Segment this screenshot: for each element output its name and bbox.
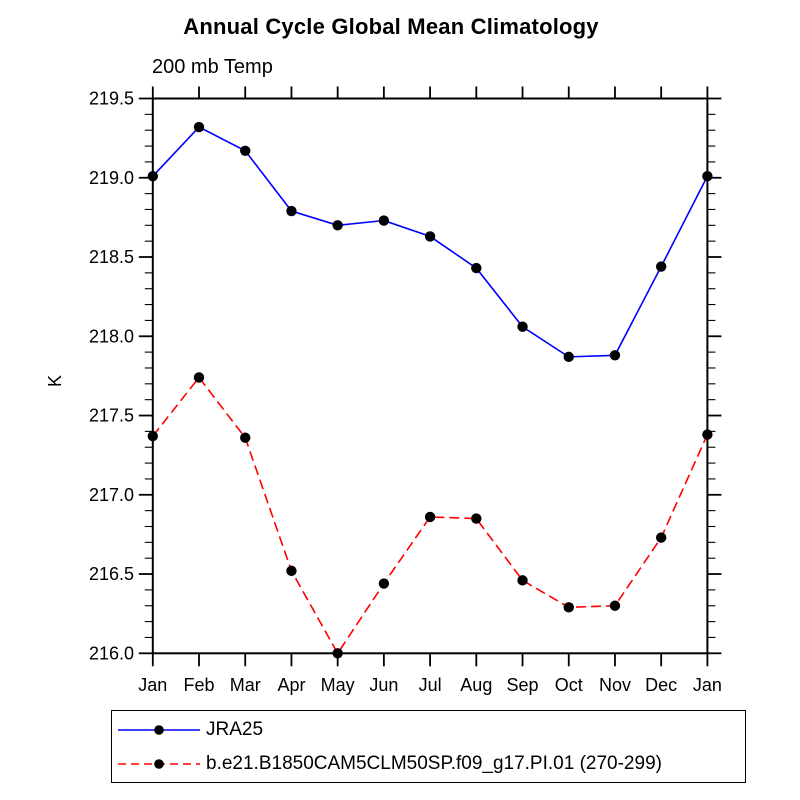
x-tick-label: Sep xyxy=(507,675,539,695)
y-tick-label: 217.5 xyxy=(89,406,134,426)
data-point-marker xyxy=(471,513,482,524)
data-point-marker xyxy=(240,432,251,443)
x-tick-label: Jan xyxy=(138,675,167,695)
y-tick-label: 219.0 xyxy=(89,168,134,188)
data-point-marker xyxy=(563,351,574,363)
legend-marker-icon xyxy=(154,725,164,735)
data-point-marker xyxy=(517,575,528,586)
y-tick-label: 219.5 xyxy=(89,89,134,109)
y-tick-label: 218.0 xyxy=(89,326,134,346)
data-point-marker xyxy=(147,170,158,182)
y-tick-label: 217.0 xyxy=(89,485,134,505)
x-tick-label: Feb xyxy=(184,675,215,695)
x-tick-label: Jul xyxy=(419,675,442,695)
y-tick-label: 216.0 xyxy=(89,643,134,663)
data-point-marker xyxy=(609,600,621,611)
chart-subtitle: 200 mb Temp xyxy=(152,56,273,78)
data-point-marker xyxy=(147,430,158,442)
data-point-marker xyxy=(702,170,713,182)
y-tick-label: 218.5 xyxy=(89,247,134,267)
x-tick-label: Mar xyxy=(230,675,261,695)
data-point-marker xyxy=(240,145,251,157)
x-tick-label: Dec xyxy=(645,675,677,695)
legend-item: JRA25 xyxy=(116,719,264,740)
data-point-marker xyxy=(193,372,205,383)
data-point-marker xyxy=(332,220,343,231)
data-point-marker xyxy=(563,602,574,613)
x-tick-label: Apr xyxy=(277,675,305,695)
data-point-marker xyxy=(424,511,436,523)
data-point-marker xyxy=(517,321,528,332)
data-point-marker xyxy=(332,648,343,659)
data-point-marker xyxy=(378,578,390,589)
data-point-marker xyxy=(378,215,390,226)
legend-item-label: b.e21.B1850CAM5CLM50SP.f09_g17.PI.01 (27… xyxy=(206,753,662,774)
legend-box: JRA25 b.e21.B1850CAM5CLM50SP.f09_g17.PI.… xyxy=(111,710,746,783)
y-tick-label: 216.5 xyxy=(89,564,134,584)
x-tick-label: Jan xyxy=(693,675,722,695)
data-point-marker xyxy=(286,205,297,217)
series-line-0 xyxy=(152,126,709,358)
data-point-marker xyxy=(609,350,621,361)
data-point-marker xyxy=(286,565,297,577)
x-tick-label: Nov xyxy=(599,675,631,695)
page-title: Annual Cycle Global Mean Climatology xyxy=(183,14,599,39)
x-tick-label: May xyxy=(321,675,355,695)
legend-line-sample-dashed xyxy=(118,759,200,769)
data-point-marker xyxy=(655,532,667,543)
data-point-marker xyxy=(424,231,436,242)
plot-frame xyxy=(151,97,709,655)
data-point-marker xyxy=(471,262,482,274)
x-tick-label: Jun xyxy=(369,675,398,695)
data-point-marker xyxy=(702,429,713,440)
x-tick-label: Oct xyxy=(555,675,583,695)
legend-line-sample-solid xyxy=(118,725,200,735)
x-tick-label: Aug xyxy=(460,675,492,695)
data-point-marker xyxy=(655,261,667,272)
legend-marker-icon xyxy=(154,759,164,769)
legend-item-label: JRA25 xyxy=(206,719,264,740)
legend-item: b.e21.B1850CAM5CLM50SP.f09_g17.PI.01 (27… xyxy=(116,753,662,774)
data-point-marker xyxy=(193,121,205,133)
